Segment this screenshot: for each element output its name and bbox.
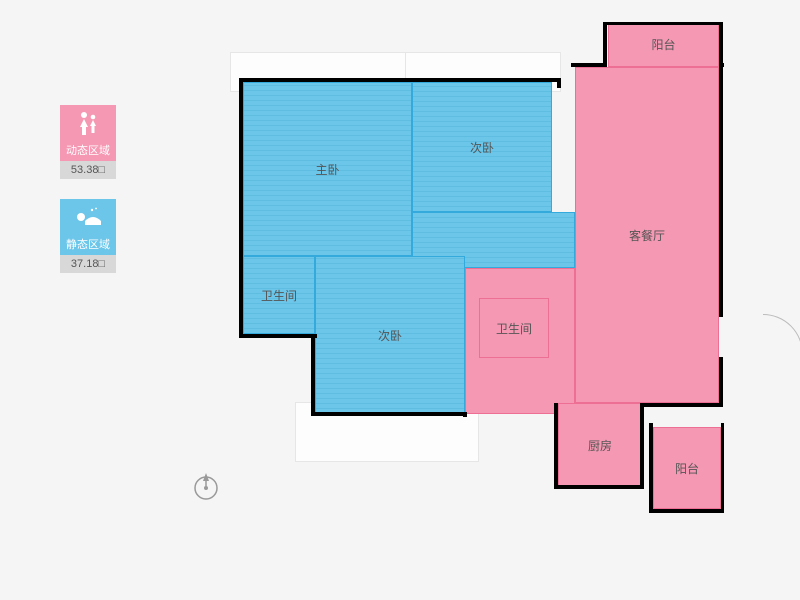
wall — [557, 78, 561, 88]
wall — [721, 423, 724, 513]
room-bath-1: 卫生间 — [243, 256, 315, 334]
sleep-icon — [60, 199, 116, 235]
wall — [239, 334, 317, 338]
door-arc — [723, 314, 800, 394]
room-balcony-br: 阳台 — [653, 427, 721, 509]
room-label: 卫生间 — [261, 287, 297, 304]
room-master-bed: 主卧 — [243, 82, 412, 256]
room-label: 主卧 — [315, 161, 339, 178]
wall — [719, 357, 723, 405]
room-label: 卫生间 — [496, 320, 532, 337]
room-balcony-top: 阳台 — [608, 22, 719, 67]
wall — [719, 67, 723, 317]
wall — [554, 403, 558, 489]
legend-static-label: 静态区域 — [60, 235, 116, 255]
room-label: 阳台 — [651, 36, 675, 53]
wall — [719, 22, 723, 67]
legend: 动态区域 53.38□ 静态区域 37.18□ — [60, 105, 116, 293]
room-living: 客餐厅 — [575, 67, 719, 403]
room-label: 厨房 — [588, 437, 612, 454]
room-second-bed-2: 次卧 — [315, 256, 465, 414]
wall — [649, 423, 653, 513]
wall — [311, 334, 315, 414]
wall — [640, 403, 644, 489]
wall — [603, 22, 607, 67]
wall — [239, 78, 243, 338]
wall — [239, 78, 561, 82]
floorplan: 阳台客餐厅主卧次卧卫生间次卧卫生间厨房阳台 — [225, 22, 741, 552]
wall — [463, 412, 467, 417]
wall — [571, 63, 607, 67]
room-label: 次卧 — [470, 139, 494, 156]
wall — [603, 22, 723, 25]
legend-static-value: 37.18□ — [60, 255, 116, 273]
legend-dynamic-value: 53.38□ — [60, 161, 116, 179]
wall — [311, 412, 467, 416]
compass-icon — [190, 470, 222, 507]
legend-dynamic-label: 动态区域 — [60, 141, 116, 161]
wall — [554, 485, 644, 489]
people-icon — [60, 105, 116, 141]
wall — [649, 509, 723, 513]
room-kitchen: 厨房 — [558, 403, 642, 487]
room-label: 次卧 — [378, 327, 402, 344]
legend-static: 静态区域 37.18□ — [60, 199, 116, 273]
room-label: 客餐厅 — [629, 227, 665, 244]
wall — [642, 403, 723, 407]
room-second-bed-1: 次卧 — [412, 82, 552, 212]
room-bath-2: 卫生间 — [479, 298, 549, 358]
legend-dynamic: 动态区域 53.38□ — [60, 105, 116, 179]
room-label: 阳台 — [675, 460, 699, 477]
